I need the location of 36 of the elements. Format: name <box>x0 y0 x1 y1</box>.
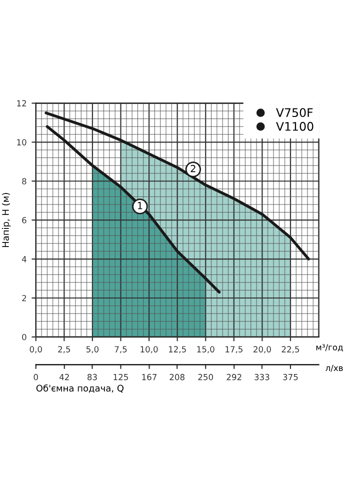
annotation: 1 <box>138 202 142 210</box>
annotation: 2 <box>190 164 196 172</box>
x2-tick-label: 208 <box>170 374 184 380</box>
legend-label: V750F <box>276 108 313 118</box>
y-tick-label: 8 <box>22 178 26 184</box>
x-tick-label: 12,5 <box>168 346 186 354</box>
y-tick-label: 2 <box>22 294 26 302</box>
x-tick-label: 15,0 <box>197 346 214 354</box>
x2-tick-label: 125 <box>114 374 128 380</box>
x-tick-label: 0,0 <box>30 346 42 354</box>
x-tick-label: 22,5 <box>282 346 300 354</box>
y-tick-label: 0 <box>22 334 26 340</box>
x-tick-label: 7,5 <box>114 346 127 354</box>
x2-tick-label: 42 <box>60 374 69 380</box>
x2-tick-label: 0 <box>34 374 38 380</box>
y-tick-label: 10 <box>17 139 26 146</box>
y-tick-label: 6 <box>22 217 26 224</box>
x2-tick-label: 333 <box>254 374 270 380</box>
x2-tick-label: 375 <box>283 374 298 380</box>
x2-tick-label: 250 <box>198 374 214 380</box>
y-tick-label: 4 <box>22 256 26 262</box>
text: л/хв <box>326 364 343 372</box>
x-tick-label: 20,0 <box>254 346 271 354</box>
y-tick-label: 12 <box>17 100 26 106</box>
y-axis-title: Напір, Н (м) <box>2 193 11 248</box>
x2-tick-label: 83 <box>87 374 97 380</box>
x-tick-label: 2,5 <box>58 346 70 354</box>
line-series <box>46 125 221 294</box>
x-tick-label: 17,5 <box>226 346 242 354</box>
x2-tick-label: 292 <box>226 374 242 380</box>
x-axis-title: Об'ємна подача, Q <box>36 384 124 393</box>
x-tick-label: 10,0 <box>140 346 158 354</box>
x2-tick-label: 167 <box>142 374 156 380</box>
text: м³/год <box>316 344 343 352</box>
x-tick-label: 5,0 <box>86 346 99 354</box>
legend-label: V1100 <box>276 122 314 131</box>
